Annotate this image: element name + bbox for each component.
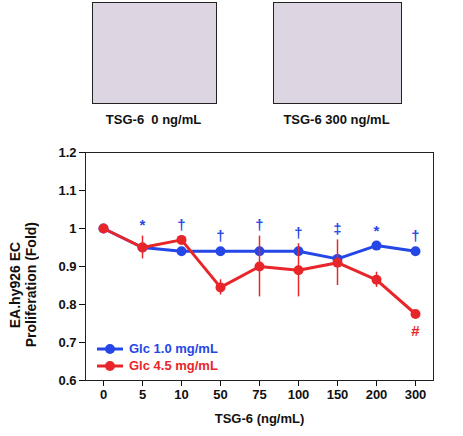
svg-text:200: 200 [366, 387, 388, 402]
svg-text:†: † [411, 227, 419, 244]
svg-text:50: 50 [213, 387, 227, 402]
svg-text:5: 5 [139, 387, 146, 402]
svg-text:#: # [411, 322, 420, 339]
svg-text:‡: ‡ [333, 220, 341, 237]
svg-text:300: 300 [405, 387, 427, 402]
svg-text:10: 10 [174, 387, 188, 402]
svg-text:0.9: 0.9 [58, 259, 76, 274]
svg-text:0.7: 0.7 [58, 335, 76, 350]
html-text:EA.hy926 EC Proliferation (Fol: EA.hy926 EC Proliferation (Fold) [6, 222, 39, 348]
html-text:Glc 4.5 mg/mL: Glc 4.5 mg/mL [129, 358, 218, 373]
html-text:TSG-6 0 ng/mL: TSG-6 0 ng/mL [105, 112, 202, 127]
svg-text:150: 150 [327, 387, 349, 402]
svg-text:1.1: 1.1 [58, 183, 76, 198]
svg-text:*: * [140, 216, 146, 233]
svg-text:100: 100 [288, 387, 310, 402]
svg-text:0: 0 [100, 387, 107, 402]
svg-text:1: 1 [69, 221, 76, 236]
svg-text:0.6: 0.6 [58, 373, 76, 388]
svg-text:1.2: 1.2 [58, 145, 76, 160]
svg-text:75: 75 [252, 387, 266, 402]
svg-text:†: † [177, 216, 185, 233]
svg-text:†: † [294, 224, 302, 241]
svg-text:*: * [374, 222, 380, 239]
svg-text:†: † [255, 216, 263, 233]
svg-text:†: † [216, 227, 224, 244]
svg-text:0.8: 0.8 [58, 297, 76, 312]
svg-text:TSG-6 (ng/mL): TSG-6 (ng/mL) [215, 411, 305, 426]
html-text:Glc 1.0 mg/mL: Glc 1.0 mg/mL [129, 341, 218, 356]
html-text:TSG-6 300 ng/mL: TSG-6 300 ng/mL [283, 112, 390, 127]
